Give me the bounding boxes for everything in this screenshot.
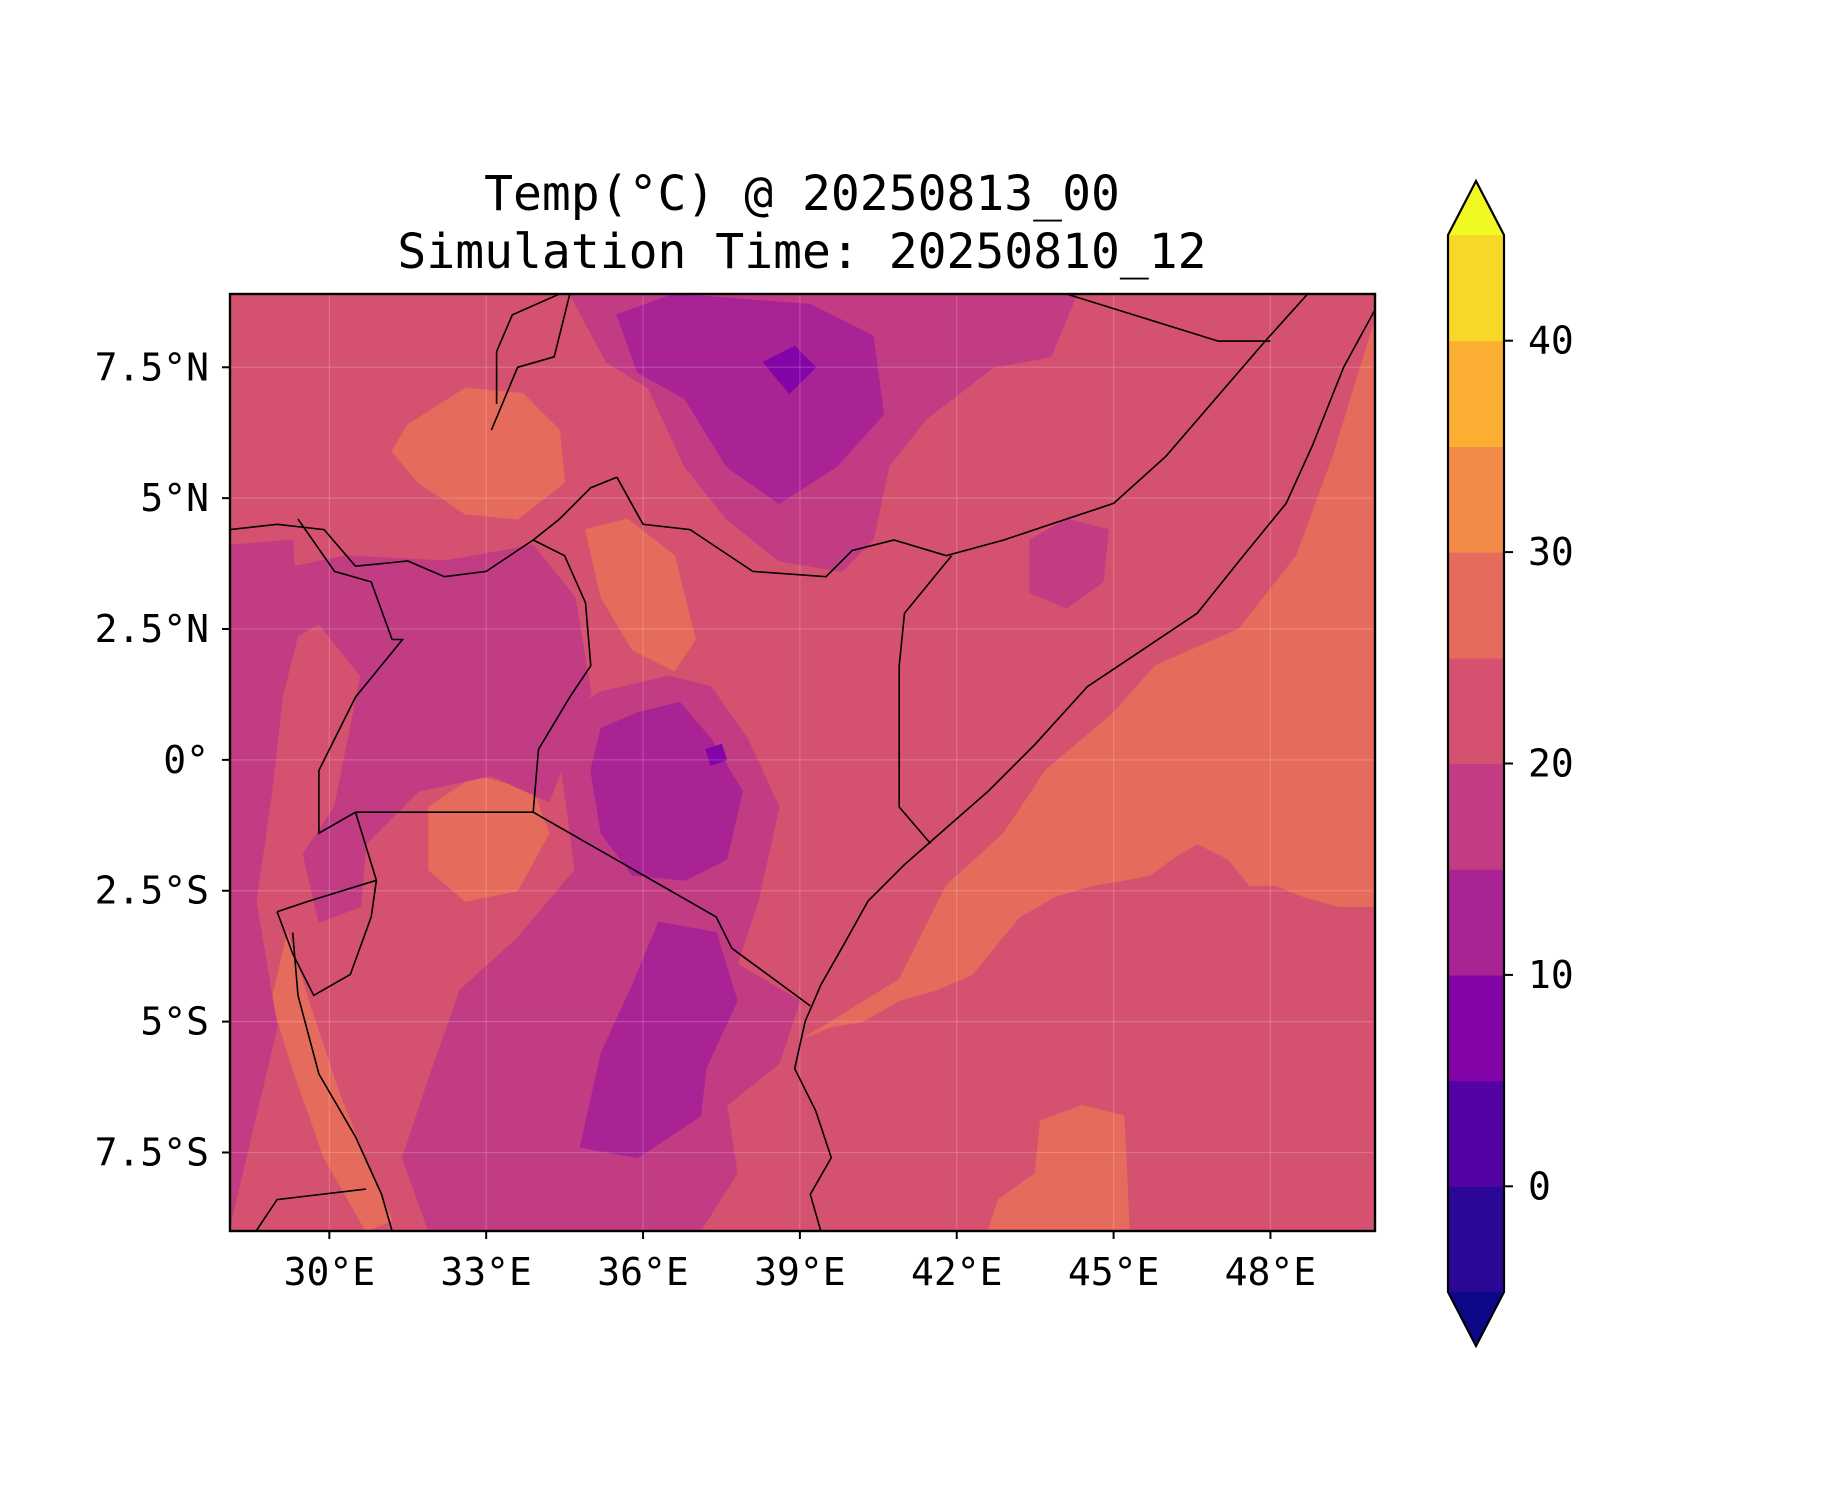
country-border	[276, 879, 377, 913]
temperature-region-10-15	[616, 294, 885, 505]
country-border	[297, 518, 405, 835]
temperature-region-25-30	[428, 775, 550, 902]
colorbar-tick-label: 20	[1528, 742, 1574, 786]
colorbar-segment	[1448, 763, 1504, 870]
latitude-tick-label: 5°S	[140, 1000, 209, 1044]
country-border	[230, 476, 618, 578]
colorbar-segment	[1448, 1080, 1504, 1187]
temperature-region-25-30	[987, 1104, 1130, 1231]
longitude-tick-label: 30°E	[284, 1250, 376, 1294]
latitude-tick-label: 5°N	[140, 476, 209, 520]
temperature-region-15-20	[271, 544, 592, 923]
country-border	[355, 539, 592, 814]
temperature-field-layer	[230, 294, 1375, 1231]
lake-outline	[291, 932, 393, 1231]
colorbar-tick-label: 30	[1528, 530, 1574, 574]
latitude-tick-label: 2.5°S	[95, 869, 209, 913]
colorbar-under-extension	[1448, 1292, 1504, 1346]
latitude-tick-label: 7.5°S	[95, 1130, 209, 1174]
temperature-region-5-10	[705, 743, 728, 766]
colorbar-segment	[1448, 552, 1504, 659]
temperature-region-25-30	[584, 518, 696, 672]
map-title-line-2: Simulation Time: 20250810_12	[397, 224, 1206, 280]
country-border	[255, 1188, 366, 1231]
colorbar-tick-label: 0	[1528, 1164, 1551, 1208]
map-gridlines	[230, 294, 1375, 1231]
colorbar-tick-label: 10	[1528, 953, 1574, 997]
temperature-region-15-20	[230, 539, 299, 1226]
country-border	[1066, 294, 1271, 342]
longitude-tick-label: 42°E	[911, 1250, 1003, 1294]
longitude-tick-label: 39°E	[754, 1250, 846, 1294]
longitude-tick-label: 33°E	[440, 1250, 532, 1294]
latitude-axis: 7.5°N 5°N 2.5°N 0° 2.5°S 5°S 7.5°S	[95, 345, 230, 1174]
map-frame	[228, 292, 1377, 1233]
longitude-tick-label: 45°E	[1068, 1250, 1160, 1294]
colorbar-segment	[1448, 1186, 1504, 1293]
colorbar-segment	[1448, 974, 1504, 1082]
temperature-region-5-10	[762, 345, 817, 395]
latitude-tick-label: 7.5°N	[95, 345, 209, 389]
colorbar-segment	[1448, 657, 1504, 765]
colorbar-outline	[1446, 178, 1506, 1349]
latitude-tick-label: 2.5°N	[95, 607, 209, 651]
colorbar-segment	[1448, 869, 1504, 976]
temperature-map	[230, 294, 1375, 1231]
country-border	[1113, 294, 1309, 504]
longitude-tick-label: 36°E	[597, 1250, 689, 1294]
longitude-tick-label: 48°E	[1225, 1250, 1317, 1294]
temperature-region-10-15	[590, 701, 743, 881]
colorbar-over-extension	[1448, 181, 1504, 235]
colorbar-segment	[1448, 340, 1504, 447]
map-title-line-1: Temp(°C) @ 20250813_00	[484, 166, 1120, 222]
colorbar-segment	[1448, 446, 1504, 553]
country-border	[616, 476, 1114, 578]
country-border	[495, 294, 560, 404]
temperature-region-10-15	[579, 921, 738, 1159]
colorbar-tick-label: 40	[1528, 319, 1574, 363]
latitude-tick-label: 0°	[163, 738, 209, 782]
country-border	[532, 811, 811, 1007]
temperature-region-25-30	[391, 387, 566, 520]
longitude-axis: 30°E 33°E 36°E 39°E 42°E 45°E 48°E	[284, 1231, 1317, 1294]
map-boundaries	[230, 294, 1375, 1231]
temperature-colorbar: 0 10 20 30 40	[1446, 178, 1574, 1349]
country-border	[898, 555, 953, 845]
colorbar-segment	[1448, 235, 1504, 342]
temperature-region-25-30	[804, 320, 1375, 1038]
country-border	[490, 294, 571, 431]
coastline	[793, 309, 1375, 1231]
